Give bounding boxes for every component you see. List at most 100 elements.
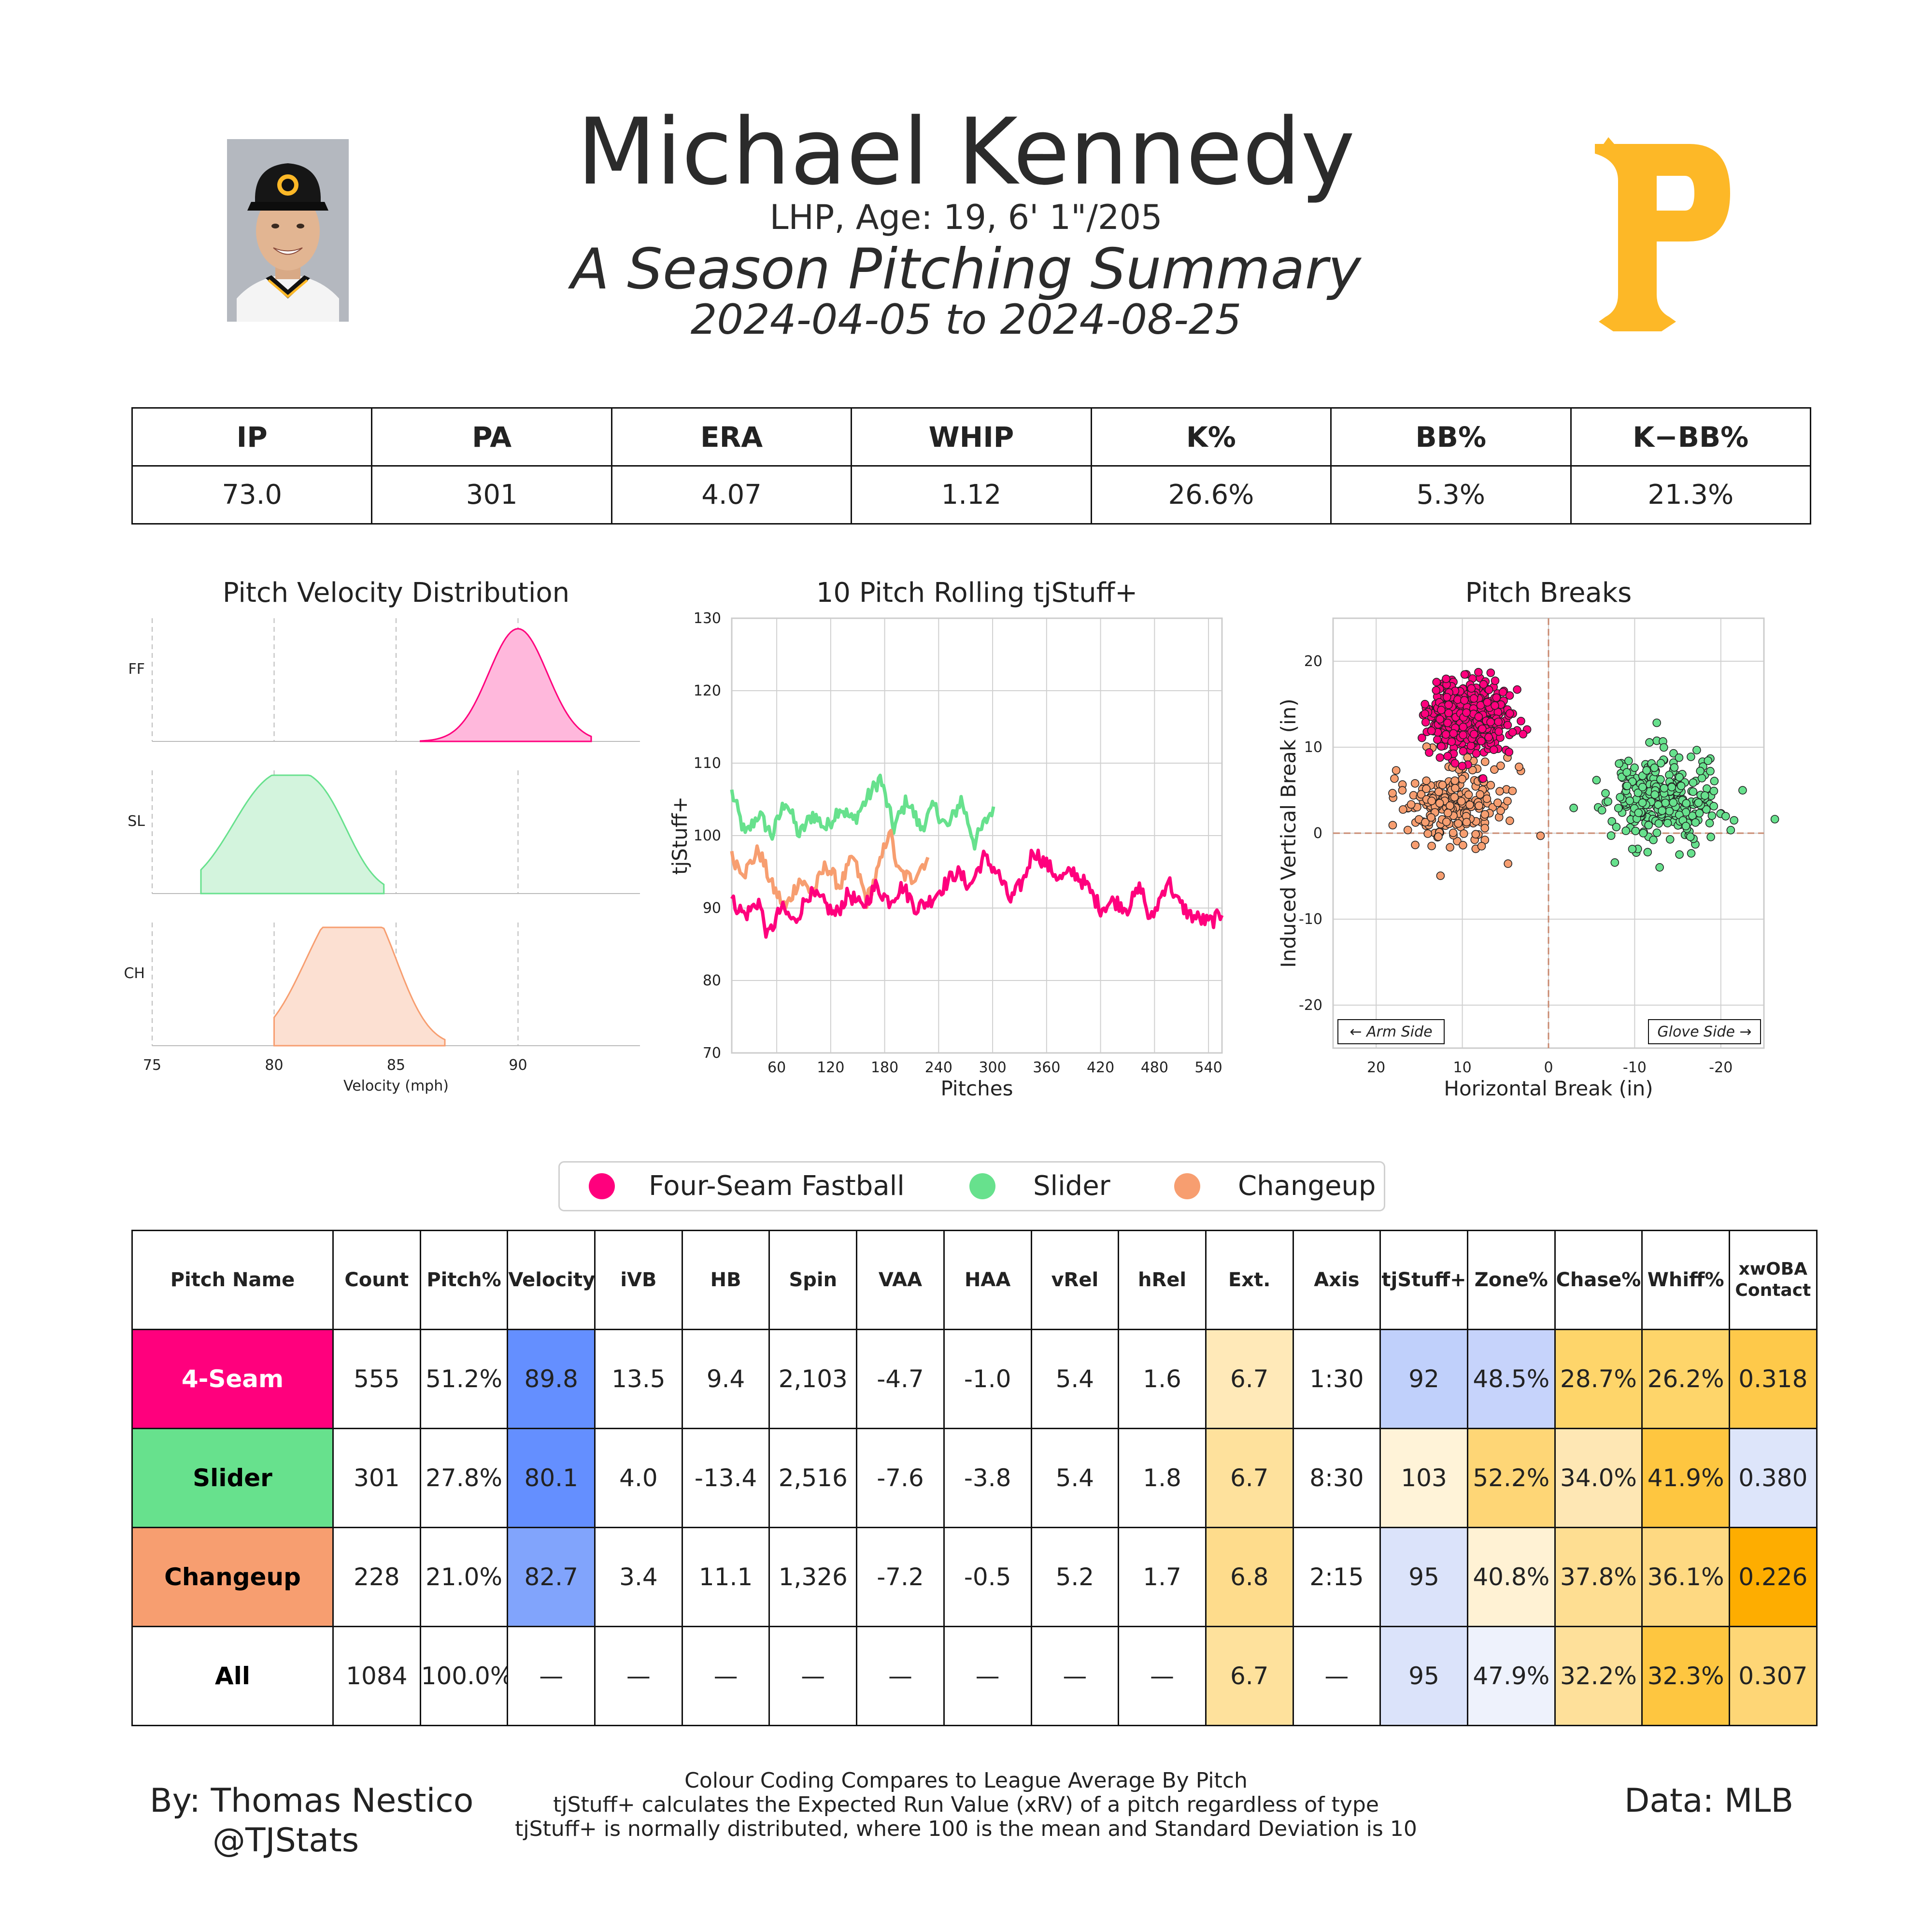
scatter-point <box>1450 793 1459 802</box>
table-cell: 103 <box>1379 1428 1468 1528</box>
season-stats-table: IP PA ERA WHIP K% BB% K−BB% 73.0 301 4.0… <box>131 407 1812 525</box>
scatter-point <box>1388 789 1397 798</box>
scatter-point <box>1417 790 1426 799</box>
scatter-point <box>1706 833 1715 841</box>
y-tick-label: 130 <box>694 610 721 627</box>
table-cell: 1,326 <box>768 1527 858 1627</box>
scatter-point <box>1443 752 1452 761</box>
table-header: tjStuff+ <box>1379 1230 1468 1330</box>
scatter-point <box>1442 817 1451 826</box>
table-cell: 21.0% <box>419 1527 509 1627</box>
scatter-point <box>1484 685 1493 695</box>
scatter-point <box>1478 774 1488 783</box>
scatter-point <box>1423 829 1433 838</box>
scatter-point <box>1443 809 1452 817</box>
x-tick-label: 420 <box>1087 1059 1114 1076</box>
x-tick-label: 480 <box>1141 1059 1168 1076</box>
table-header: iVB <box>594 1230 683 1330</box>
table-cell: 26.2% <box>1641 1329 1730 1429</box>
table-cell: 47.9% <box>1466 1626 1556 1726</box>
scatter-point <box>1709 786 1719 796</box>
rolling-tjstuff-chart: 10 Pitch Rolling tjStuff+ 60 120 180 240 300 3… <box>668 577 1224 1100</box>
scatter-point <box>1630 763 1639 772</box>
scatter-point <box>1449 729 1458 738</box>
table-row: All 1084 100.0% — — — — — — — —6.7—95 47.9% 32.2% 32.… <box>131 1626 1818 1726</box>
table-cell: 4.0 <box>594 1428 683 1528</box>
table-cell: — <box>1292 1626 1381 1726</box>
scatter-point <box>1616 793 1625 802</box>
scatter-point <box>1687 849 1696 858</box>
scatter-point <box>1536 831 1545 840</box>
scatter-point <box>1388 821 1397 830</box>
scatter-point <box>1471 830 1480 839</box>
scatter-point <box>1642 766 1651 775</box>
scatter-point <box>1638 798 1647 807</box>
table-cell: 13.5 <box>594 1329 683 1429</box>
table-cell: 11.1 <box>681 1527 770 1627</box>
scatter-point <box>1469 694 1478 703</box>
table-cell: -13.4 <box>681 1428 770 1528</box>
scatter-point <box>1689 787 1698 796</box>
table-cell: 1:30 <box>1292 1329 1381 1429</box>
scatter-point <box>1606 831 1616 840</box>
table-cell: 100.0% <box>419 1626 509 1726</box>
pitch-name-cell: All <box>131 1626 334 1726</box>
scatter-point <box>1492 693 1501 702</box>
scatter-point <box>1702 805 1711 814</box>
table-row: 4-Seam 555 51.2% 89.8 13.5 9.4 2,103 -4.7 -1.0 5.… <box>131 1329 1818 1429</box>
table-cell: 3.4 <box>594 1527 683 1627</box>
table-cell: -7.6 <box>856 1428 945 1528</box>
scatter-point <box>1663 819 1672 828</box>
stat-value: 301 <box>371 465 612 525</box>
series-line-ff <box>730 848 1224 939</box>
table-cell: 27.8% <box>419 1428 509 1528</box>
scatter-point <box>1631 826 1640 836</box>
table-cell: 5.4 <box>1030 1329 1120 1429</box>
scatter-point <box>1622 781 1632 790</box>
x-tick-label: 0 <box>1544 1059 1553 1076</box>
scatter-point <box>1491 701 1499 710</box>
scatter-point <box>1675 753 1684 762</box>
series-line-sl <box>730 773 995 851</box>
scatter-point <box>1508 786 1517 796</box>
series-line-ch <box>730 829 930 909</box>
scatter-point <box>1458 775 1467 783</box>
legend-label-slider: Slider <box>1033 1170 1110 1202</box>
table-cell: 6.7 <box>1205 1626 1294 1726</box>
x-tick-label: 20 <box>1367 1059 1385 1076</box>
y-tick-label: 90 <box>703 900 721 917</box>
team-logo <box>1584 136 1739 333</box>
scatter-point <box>1515 762 1523 771</box>
scatter-point <box>1644 821 1653 830</box>
scatter-point <box>1706 767 1715 776</box>
stat-header: K% <box>1090 407 1332 467</box>
scatter-point <box>1425 748 1434 757</box>
table-cell: 34.0% <box>1554 1428 1643 1528</box>
scatter-point <box>1496 806 1505 815</box>
scatter-point <box>1707 811 1717 820</box>
y-tick-label: 120 <box>694 682 721 699</box>
scatter-point <box>1592 776 1601 785</box>
scatter-point <box>1478 724 1487 733</box>
scatter-point <box>1466 741 1476 750</box>
table-header: vRel <box>1030 1230 1120 1330</box>
scatter-point <box>1655 863 1664 872</box>
scatter-point <box>1649 836 1658 844</box>
x-tick-label: 85 <box>387 1057 405 1074</box>
scatter-point <box>1392 766 1401 775</box>
player-info: LHP, Age: 19, 6' 1"/205 <box>769 198 1163 237</box>
scatter-point <box>1498 688 1507 696</box>
scatter-point <box>1483 698 1492 707</box>
stat-header: BB% <box>1330 407 1572 467</box>
stat-value: 26.6% <box>1090 465 1332 525</box>
table-header: HAA <box>943 1230 1032 1330</box>
scatter-point <box>1634 808 1643 817</box>
scatter-point <box>1427 813 1435 822</box>
scatter-point <box>1639 829 1648 838</box>
scatter-point <box>1493 798 1502 807</box>
scatter-point <box>1451 784 1460 793</box>
table-cell: 32.2% <box>1554 1626 1643 1726</box>
scatter-point <box>1460 670 1469 679</box>
scatter-point <box>1661 798 1670 808</box>
scatter-point <box>1517 717 1525 725</box>
